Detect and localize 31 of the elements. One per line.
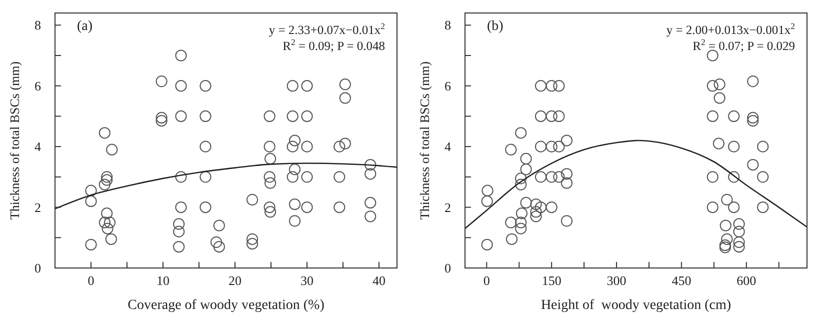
y-axis-title: Thickness of total BSCs (mm) <box>417 61 432 220</box>
y-tick-label: 4 <box>444 139 452 154</box>
x-tick-label: 10 <box>156 273 170 288</box>
y-tick-label: 8 <box>444 18 451 33</box>
annotation: (a) <box>77 19 93 34</box>
annotation: R$^{2}$ = 0.09; P = 0.048 <box>282 37 385 53</box>
x-tick-label: 450 <box>672 273 692 288</box>
y-tick-label: 8 <box>34 18 41 33</box>
y-tick-label: 6 <box>34 78 42 94</box>
y-tick-label: 2 <box>444 200 451 215</box>
x-tick-label: 30 <box>300 273 314 288</box>
x-tick-label: 40 <box>372 273 386 288</box>
x-axis-title: Coverage of woody vegetation (%) <box>128 298 325 313</box>
x-tick-label: 20 <box>228 273 242 288</box>
line-series <box>465 140 807 230</box>
x-tick-label: 150 <box>542 273 562 288</box>
annotation: y = 2.00+0.013x−0.001x$^{2}$ <box>666 21 795 37</box>
x-tick-label: 0 <box>88 273 94 288</box>
x-tick-label: 600 <box>736 273 756 288</box>
y-tick-label: 6 <box>444 78 452 94</box>
y-tick-label: 0 <box>444 260 451 276</box>
y-axis-title: Thickness of total BSCs (mm) <box>7 61 22 220</box>
annotation: R$^{2}$ = 0.07; P = 0.029 <box>692 37 795 53</box>
y-tick-label: 0 <box>34 260 41 276</box>
annotation: y = 2.33+0.07x−0.01x$^{2}$ <box>268 21 385 37</box>
x-tick-label: 300 <box>606 273 626 288</box>
annotation: (b) <box>487 19 504 34</box>
x-axis-title: Height of woody vegetation (cm) <box>540 298 732 313</box>
x-tick-label: 0 <box>483 273 490 288</box>
y-tick-label: 4 <box>34 139 42 154</box>
y-tick-label: 2 <box>34 200 41 215</box>
